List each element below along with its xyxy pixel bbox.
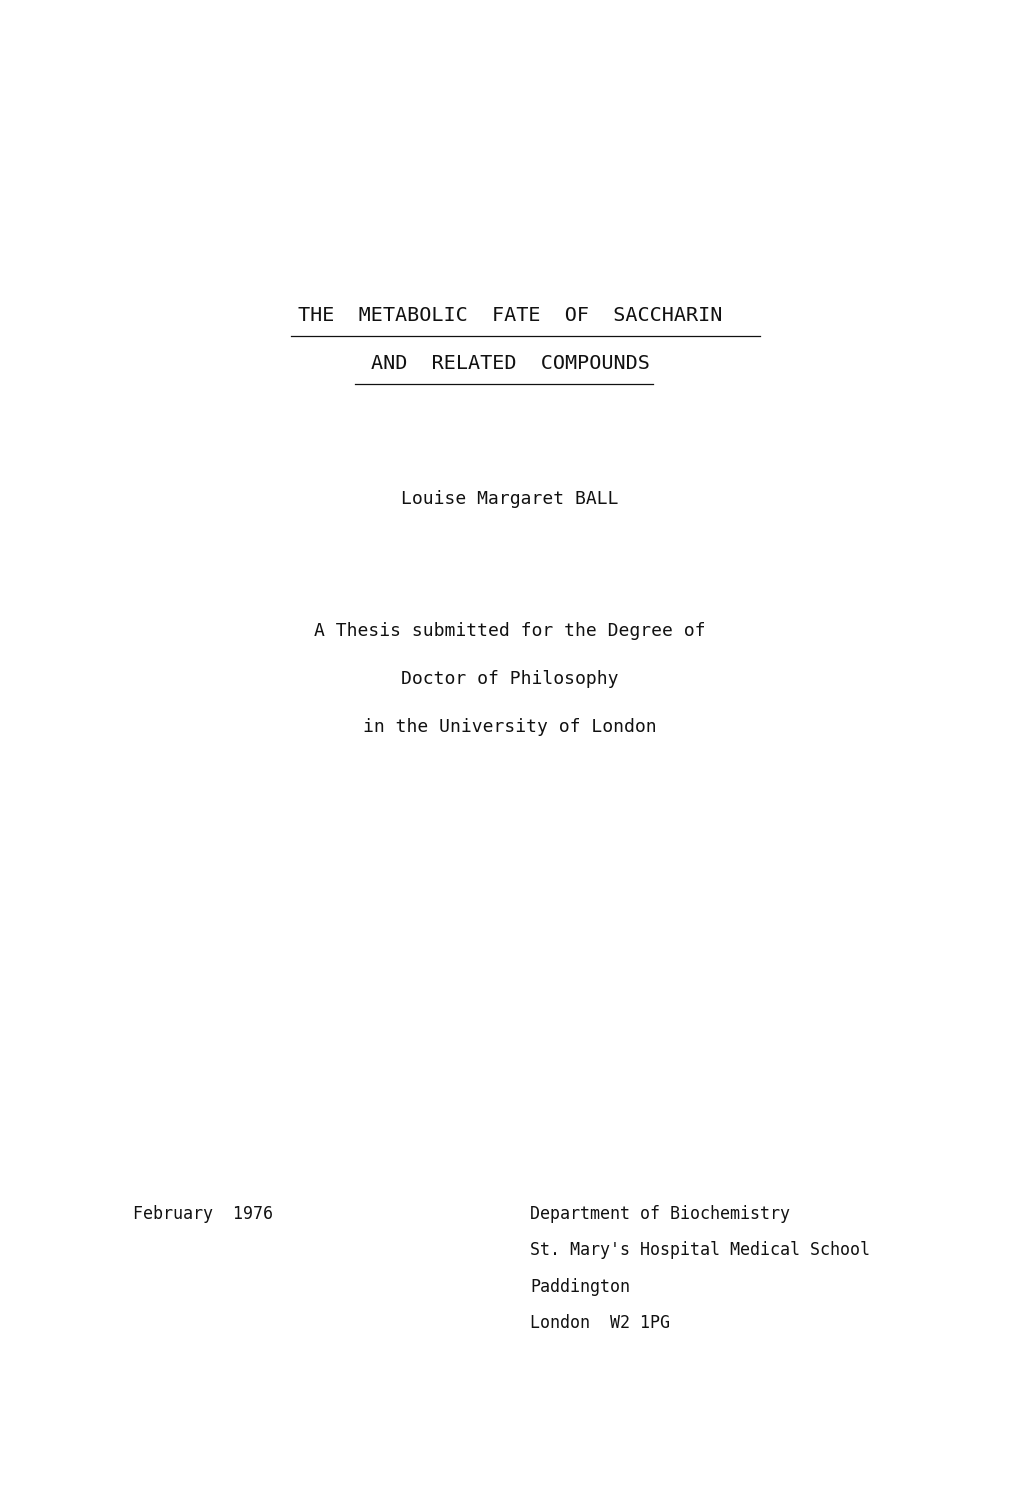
Text: THE  METABOLIC  FATE  OF  SACCHARIN: THE METABOLIC FATE OF SACCHARIN [298,307,721,325]
Text: A Thesis submitted for the Degree of: A Thesis submitted for the Degree of [314,622,705,640]
Text: Paddington: Paddington [530,1278,630,1296]
Text: St. Mary's Hospital Medical School: St. Mary's Hospital Medical School [530,1241,869,1260]
Text: Department of Biochemistry: Department of Biochemistry [530,1205,790,1223]
Text: AND  RELATED  COMPOUNDS: AND RELATED COMPOUNDS [370,355,649,373]
Text: London  W2 1PG: London W2 1PG [530,1314,669,1332]
Text: February  1976: February 1976 [132,1205,272,1223]
Text: in the University of London: in the University of London [363,718,656,736]
Text: Louise Margaret BALL: Louise Margaret BALL [400,490,619,508]
Text: Doctor of Philosophy: Doctor of Philosophy [400,670,619,688]
